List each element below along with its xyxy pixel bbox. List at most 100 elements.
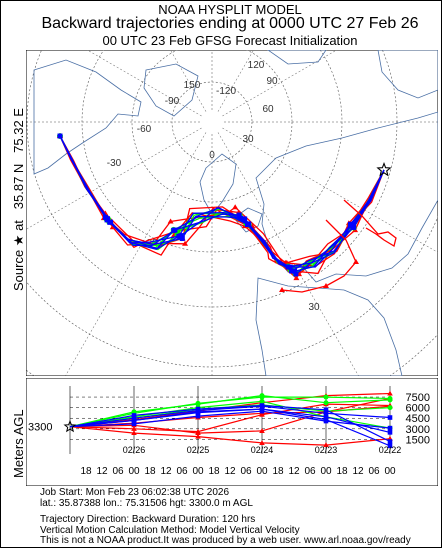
lon-label: 120 — [248, 60, 265, 71]
profile-marker-square — [323, 414, 329, 420]
trajectory-marker-triangle — [353, 259, 359, 264]
lon-label: -30 — [107, 158, 122, 169]
date-tick-label: 02/23 — [315, 445, 338, 455]
job-start: Job Start: Mon Feb 23 06:02:38 UTC 2026 — [40, 487, 229, 498]
profile-marker-square — [387, 430, 393, 435]
time-tick-label: 18 — [208, 466, 220, 477]
profile-line-blue — [69, 410, 391, 429]
vertical-method: Vertical Motion Calculation Method: Mode… — [40, 524, 300, 536]
lon-label: -90 — [165, 96, 180, 107]
trajectory-marker-triangle — [109, 224, 116, 230]
time-tick-label: 12 — [160, 466, 172, 477]
vertical-axis-label: Meters AGL — [0, 380, 26, 490]
profile-marker-square — [387, 443, 393, 449]
profile-marker-circle — [387, 397, 393, 403]
trajectory-marker-square — [285, 264, 291, 270]
job-coords: lat.: 35.87388 lon.: 75.31506 hgt: 3300.… — [40, 497, 253, 509]
trajectory-marker-triangle — [323, 283, 329, 288]
time-tick-label: 06 — [176, 466, 188, 477]
trajectory-marker-triangle — [182, 240, 189, 246]
profile-marker-square — [131, 413, 137, 418]
meridian — [222, 127, 438, 253]
profile-marker-circle — [323, 394, 329, 400]
time-tick-label: 00 — [256, 466, 268, 477]
trajectory-marker-square — [104, 217, 110, 223]
source-lon: 75.32 E — [11, 108, 26, 153]
profile-marker-triangle — [259, 440, 265, 445]
landmass-outline — [143, 63, 199, 117]
map-graticule — [26, 50, 438, 376]
profile-marker-square — [131, 421, 137, 427]
trajectory-marker-square — [351, 224, 357, 230]
profile-line-blue — [69, 408, 391, 447]
source-prefix: Source ★ at — [11, 220, 26, 291]
time-tick-label: 00 — [192, 466, 204, 477]
profile-line-blue — [69, 404, 391, 443]
time-tick-label: 18 — [272, 466, 284, 477]
profile-line-red — [69, 426, 391, 446]
time-tick-label: 12 — [288, 466, 300, 477]
time-tick-label: 06 — [112, 466, 124, 477]
profile-marker-square — [259, 406, 265, 412]
meridian — [217, 132, 359, 376]
disclaimer: This is not a NOAA product.It was produc… — [40, 535, 411, 547]
profile-line-green — [69, 400, 391, 429]
trajectory-marker-square — [244, 221, 250, 227]
landmass-outline — [33, 59, 142, 175]
job-info: Job Start: Mon Feb 23 06:02:38 UTC 2026 … — [40, 487, 411, 547]
height-tick-label: 7500 — [406, 392, 430, 404]
profile-marker-square — [323, 417, 329, 422]
source-label-text: Source ★ at 35.87 N 75.32 E — [11, 108, 27, 291]
time-tick-label: 06 — [368, 466, 380, 477]
landmass-outline — [233, 207, 263, 233]
date-tick-label: 02/26 — [123, 445, 146, 455]
time-tick-label: 12 — [352, 466, 364, 477]
profile-marker-triangle — [259, 428, 265, 433]
trajectory-marker-triangle — [293, 275, 300, 281]
lon-label: -60 — [137, 124, 152, 135]
trajectory-marker-square — [242, 216, 248, 222]
lon-label: 30 — [242, 134, 254, 145]
trajectory-marker-square — [348, 222, 354, 228]
profile-marker-circle — [195, 401, 201, 407]
source-label: Source ★ at 35.87 N 75.32 E — [0, 65, 26, 300]
trajectory-line-red — [281, 219, 357, 293]
profile-marker-square — [195, 413, 201, 419]
profile-marker-circle — [387, 405, 393, 411]
trajectory-marker-triangle — [279, 287, 285, 292]
profile-marker-circle — [259, 398, 265, 404]
time-tick-label: 00 — [384, 466, 396, 477]
profile-marker-square — [259, 403, 265, 408]
meridian — [222, 50, 338, 117]
time-tick-label: 18 — [336, 466, 348, 477]
trajectory-marker-square — [179, 235, 185, 241]
profile-marker-square — [323, 410, 329, 416]
trajectory-marker-triangle — [232, 204, 239, 210]
profile-trajectories — [63, 390, 393, 449]
vertical-axis-label-text: Meters AGL — [11, 409, 26, 478]
height-tick-label: 4500 — [406, 413, 430, 425]
landmass-outline — [255, 277, 403, 376]
lon-label: -120 — [216, 86, 236, 97]
map-coastlines — [33, 50, 438, 376]
profile-marker-square — [387, 439, 393, 444]
trajectory-marker-square — [236, 212, 242, 218]
profile-marker-square — [195, 406, 201, 412]
trajectory-marker-square — [176, 233, 182, 239]
profile-marker-square — [387, 425, 393, 431]
chart-subtitle: 00 UTC 23 Feb GFSG Forecast Initializati… — [102, 33, 358, 48]
height-tick-label: 3000 — [406, 424, 430, 436]
source-height-label: 3300 — [28, 422, 52, 434]
date-tick-label: 02/24 — [251, 445, 274, 455]
trajectory-marker-square — [291, 268, 297, 274]
source-star — [376, 161, 392, 177]
trajectory-marker-square — [238, 215, 244, 221]
trajectory-line-blue — [59, 135, 385, 275]
date-tick-label: 02/22 — [379, 445, 402, 455]
profile-marker-square — [195, 409, 201, 415]
time-tick-label: 06 — [240, 466, 252, 477]
profile-marker-circle — [323, 400, 329, 406]
trajectory-marker-square — [172, 227, 178, 233]
